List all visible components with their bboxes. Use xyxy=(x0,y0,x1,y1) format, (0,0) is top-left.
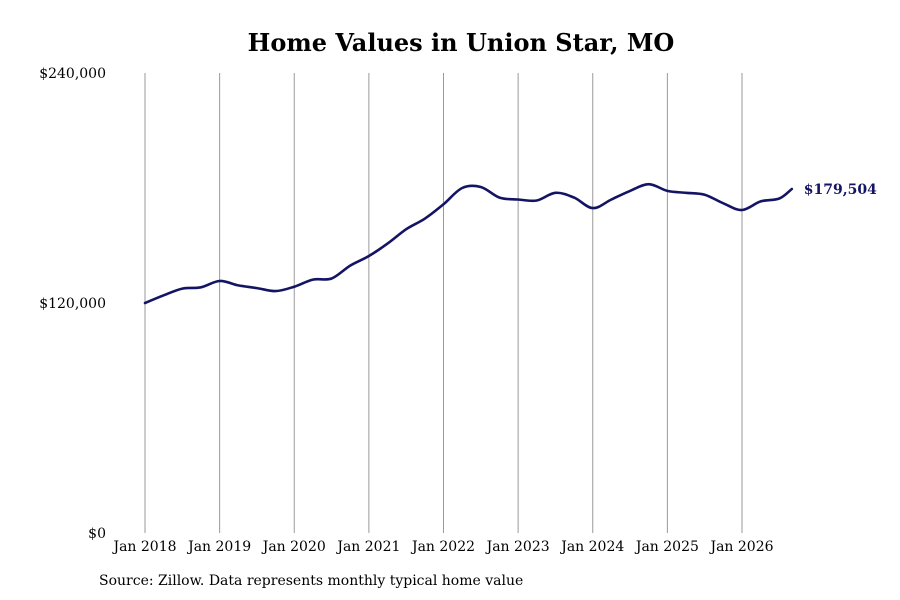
gridlines xyxy=(144,73,743,533)
x-tick-label: Jan 2024 xyxy=(559,539,624,555)
x-tick-label: Jan 2023 xyxy=(485,539,550,555)
end-value-label: $179,504 xyxy=(804,182,877,198)
x-tick-label: Jan 2020 xyxy=(261,539,326,555)
x-tick-label: Jan 2022 xyxy=(410,539,475,555)
x-axis-ticks: Jan 2018 Jan 2019 Jan 2020 Jan 2021 Jan 2022… xyxy=(111,539,773,555)
y-axis-ticks: $240,000 $120,000 $0 xyxy=(39,66,106,542)
y-tick-label: $120,000 xyxy=(39,296,106,312)
source-note: Source: Zillow. Data represents monthly … xyxy=(99,573,524,589)
y-tick-label: $240,000 xyxy=(39,66,106,82)
x-tick-label: Jan 2021 xyxy=(335,539,400,555)
data-labels: $179,504 xyxy=(804,182,877,198)
x-tick-label: Jan 2025 xyxy=(634,539,699,555)
series-line-home-value xyxy=(143,182,794,305)
x-tick-label: Jan 2026 xyxy=(708,539,773,555)
chart-title: Home Values in Union Star, MO xyxy=(247,28,675,57)
x-tick-label: Jan 2018 xyxy=(111,539,176,555)
y-tick-label: $0 xyxy=(88,526,106,542)
series-lines xyxy=(143,182,794,305)
x-tick-label: Jan 2019 xyxy=(186,539,251,555)
